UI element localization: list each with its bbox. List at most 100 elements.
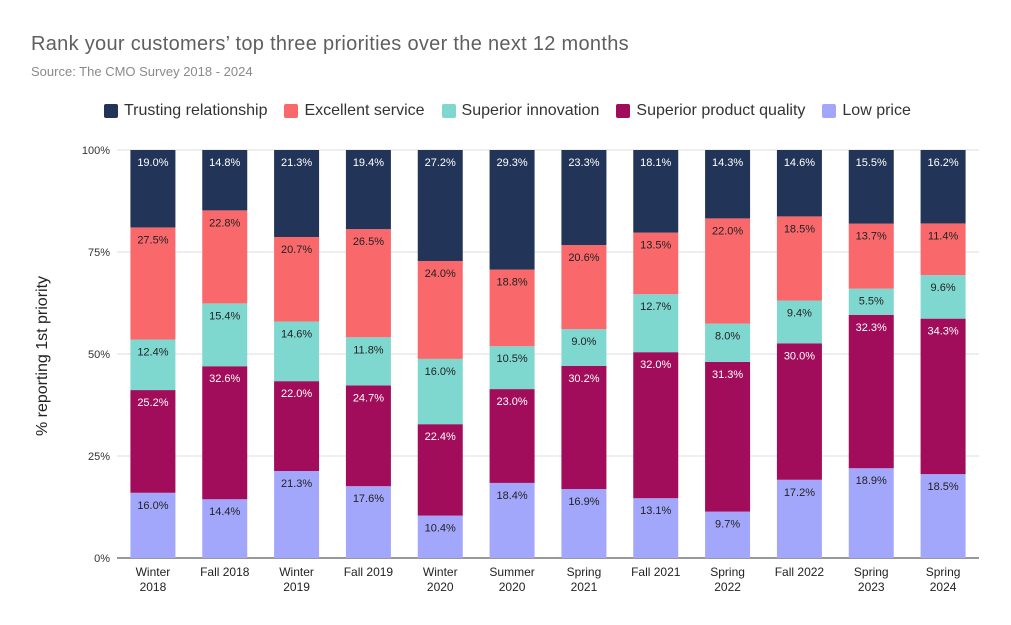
bar-segment: [705, 511, 751, 558]
bar-segment: [561, 365, 607, 490]
legend-swatch: [441, 104, 456, 118]
bar-segment: [130, 150, 176, 228]
data-label: 13.1%: [640, 505, 671, 517]
bar-segment: [705, 150, 751, 219]
data-label: 9.4%: [787, 308, 812, 320]
legend-item: Trusting relationship: [104, 102, 267, 120]
bar-segment: [274, 381, 320, 472]
data-label: 32.3%: [856, 322, 887, 334]
bar-segment: [705, 361, 751, 512]
data-label: 27.2%: [425, 157, 456, 169]
x-tick-label: Winter: [279, 565, 314, 579]
y-tick-label: 75%: [88, 247, 110, 259]
x-tick-label: Summer: [489, 565, 534, 579]
data-label: 34.3%: [927, 326, 958, 338]
legend-label: Superior product quality: [636, 102, 806, 119]
bar-segment: [130, 492, 176, 558]
data-label: 14.6%: [784, 157, 815, 169]
data-label: 16.2%: [927, 157, 958, 169]
bar-segment: [848, 288, 894, 315]
data-label: 9.7%: [715, 519, 740, 531]
bar-segment: [776, 343, 822, 480]
bar-segment: [705, 218, 751, 324]
x-tick-label: Spring: [567, 565, 602, 579]
legend-label: Excellent service: [304, 102, 425, 119]
data-label: 27.5%: [137, 234, 168, 246]
bar-segment: [417, 150, 463, 261]
x-tick-label: Spring: [854, 565, 889, 579]
data-label: 15.5%: [856, 157, 887, 169]
bar-segment: [776, 150, 822, 217]
y-tick-label: 25%: [88, 451, 110, 463]
bar-segment: [489, 269, 535, 347]
x-tick-label: Winter: [423, 565, 458, 579]
x-tick-label: 2020: [499, 580, 526, 594]
x-tick-label: Fall 2018: [200, 565, 250, 579]
bar-segment: [920, 474, 966, 558]
data-label: 24.7%: [353, 392, 384, 404]
data-label: 18.9%: [856, 475, 887, 487]
legend-label: Trusting relationship: [124, 102, 268, 119]
bar-segment: [848, 223, 894, 289]
data-label: 10.5%: [496, 353, 527, 365]
bar-segment: [920, 318, 966, 475]
y-tick-label: 0%: [94, 553, 110, 565]
data-label: 32.0%: [640, 359, 671, 371]
chart-title: Rank your customers’ top three prioritie…: [31, 33, 629, 55]
data-label: 22.8%: [209, 217, 240, 229]
bar-segment: [489, 389, 535, 483]
bar-segment: [633, 150, 679, 233]
bar-segment: [633, 294, 679, 353]
x-tick-label: 2023: [858, 580, 885, 594]
bar-segment: [920, 275, 966, 319]
data-label: 15.4%: [209, 310, 240, 322]
data-label: 9.6%: [931, 282, 956, 294]
bar-segment: [776, 479, 822, 558]
data-label: 18.1%: [640, 157, 671, 169]
data-label: 12.4%: [137, 347, 168, 359]
bar-segment: [417, 424, 463, 516]
bar-segment: [705, 323, 751, 362]
bar-segment: [130, 227, 176, 340]
data-label: 18.4%: [496, 490, 527, 502]
data-label: 23.0%: [496, 396, 527, 408]
legend-swatch: [104, 104, 118, 118]
bar-segment: [417, 260, 463, 359]
data-label: 22.4%: [425, 431, 456, 443]
data-label: 16.0%: [425, 366, 456, 378]
data-label: 24.0%: [425, 268, 456, 280]
bar-segment: [202, 150, 248, 211]
x-tick-label: Fall 2021: [631, 565, 681, 579]
bar-segment: [489, 150, 535, 270]
x-tick-label: Fall 2019: [344, 565, 394, 579]
bar-segment: [848, 150, 894, 224]
x-tick-label: 2019: [283, 580, 310, 594]
data-label: 30.2%: [568, 373, 599, 385]
data-label: 14.6%: [281, 329, 312, 341]
bar-segment: [920, 223, 966, 276]
data-label: 17.6%: [353, 493, 384, 505]
data-label: 22.0%: [712, 225, 743, 237]
bar-segment: [274, 236, 320, 322]
bar-segment: [489, 346, 535, 390]
bar-segment: [776, 300, 822, 344]
bar-segment: [633, 498, 679, 558]
legend-item: Superior product quality: [616, 102, 805, 120]
data-label: 26.5%: [353, 236, 384, 248]
data-label: 23.3%: [568, 157, 599, 169]
data-label: 30.0%: [784, 350, 815, 362]
x-tick-label: Fall 2022: [775, 565, 825, 579]
legend-item: Excellent service: [284, 102, 425, 120]
bar-segment: [776, 216, 822, 301]
legend-item: Superior innovation: [441, 102, 599, 120]
y-tick-label: 100%: [82, 145, 110, 157]
bar-segment: [274, 471, 320, 558]
data-label: 29.3%: [496, 157, 527, 169]
data-label: 13.5%: [640, 240, 671, 252]
data-label: 11.8%: [353, 344, 384, 356]
x-tick-label: Spring: [710, 565, 745, 579]
data-label: 19.4%: [353, 157, 384, 169]
bar-segment: [561, 245, 607, 330]
bar-segment: [633, 232, 679, 295]
